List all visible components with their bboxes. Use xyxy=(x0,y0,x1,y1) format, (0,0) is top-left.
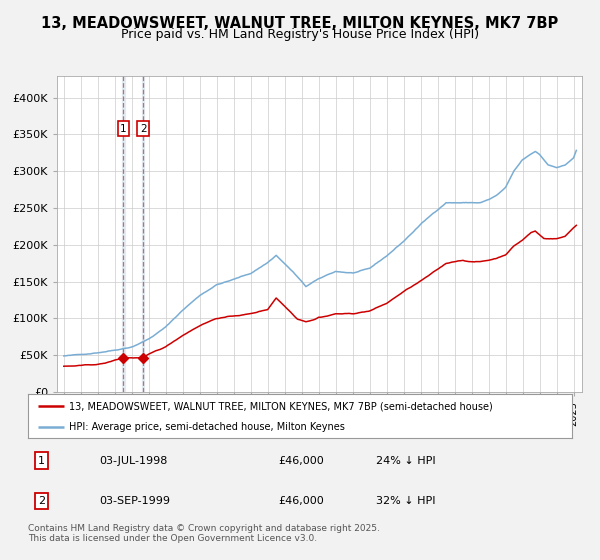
Text: 32% ↓ HPI: 32% ↓ HPI xyxy=(376,496,436,506)
Bar xyxy=(122,76,125,392)
Text: 03-JUL-1998: 03-JUL-1998 xyxy=(99,456,167,465)
Text: 2: 2 xyxy=(38,496,46,506)
Text: 2: 2 xyxy=(140,124,146,134)
Text: £46,000: £46,000 xyxy=(278,456,324,465)
Text: HPI: Average price, semi-detached house, Milton Keynes: HPI: Average price, semi-detached house,… xyxy=(69,422,345,432)
Text: 1: 1 xyxy=(120,124,127,134)
Text: 24% ↓ HPI: 24% ↓ HPI xyxy=(376,456,436,465)
Text: 13, MEADOWSWEET, WALNUT TREE, MILTON KEYNES, MK7 7BP: 13, MEADOWSWEET, WALNUT TREE, MILTON KEY… xyxy=(41,16,559,31)
Text: 13, MEADOWSWEET, WALNUT TREE, MILTON KEYNES, MK7 7BP (semi-detached house): 13, MEADOWSWEET, WALNUT TREE, MILTON KEY… xyxy=(69,402,493,412)
Text: Price paid vs. HM Land Registry's House Price Index (HPI): Price paid vs. HM Land Registry's House … xyxy=(121,28,479,41)
Text: £46,000: £46,000 xyxy=(278,496,324,506)
Bar xyxy=(142,76,145,392)
Text: 1: 1 xyxy=(38,456,45,465)
Text: 03-SEP-1999: 03-SEP-1999 xyxy=(99,496,170,506)
Text: Contains HM Land Registry data © Crown copyright and database right 2025.
This d: Contains HM Land Registry data © Crown c… xyxy=(28,524,380,543)
